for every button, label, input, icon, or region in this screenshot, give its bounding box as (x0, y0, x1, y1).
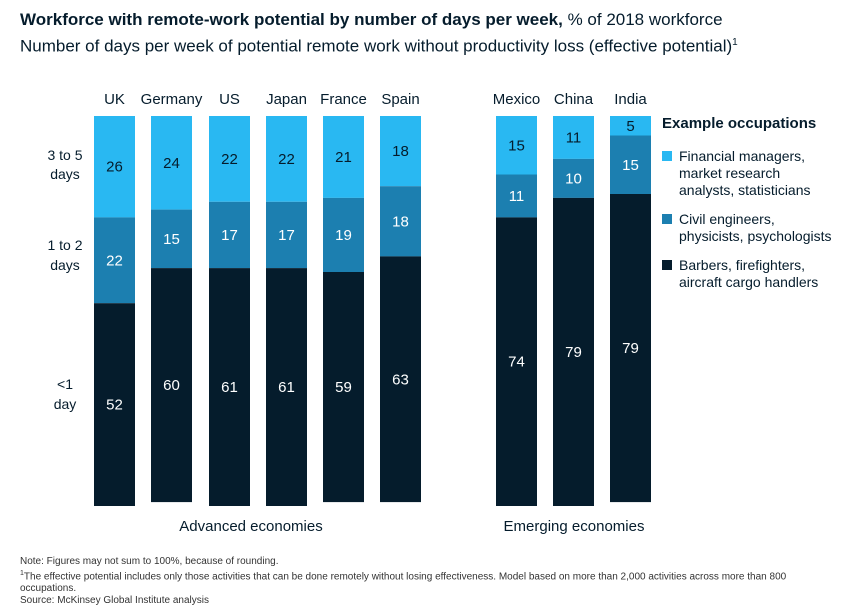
bar-us-1-day (209, 268, 250, 506)
data-label-france-1-day: 59 (335, 379, 352, 396)
note-rounding: Note: Figures may not sum to 100%, becau… (20, 556, 279, 567)
category-label-china: China (554, 91, 594, 108)
footnote-text: The effective potential includes only th… (20, 571, 787, 595)
group-label-emerging-economies: Emerging economies (504, 518, 645, 535)
data-label-mexico-3-to-5-days: 15 (508, 137, 525, 154)
legend-label: Barbers, firefighters, aircraft cargo ha… (679, 257, 819, 290)
legend-swatch (662, 214, 672, 224)
data-label-uk-1-day: 52 (106, 397, 123, 414)
bar-germany-3-to-5-days (151, 116, 192, 210)
data-label-us-3-to-5-days: 22 (221, 151, 238, 168)
chart-subtitle: Number of days per week of potential rem… (20, 32, 738, 57)
legend-label: Civil engineers, physicists, psychologis… (679, 211, 832, 244)
bar-spain-3-to-5-days (380, 116, 421, 187)
bar-spain-1-day (380, 256, 421, 503)
bar-us-3-to-5-days (209, 116, 250, 202)
source: Source: McKinsey Global Institute analys… (20, 595, 209, 607)
chart-subtitle-footnote-mark: 1 (732, 37, 738, 48)
bar-mexico-3-to-5-days (496, 116, 537, 175)
row-label-1-to-2-days-line-1: 1 to 2 (47, 237, 82, 253)
data-label-india-1-to-2-days: 15 (622, 157, 639, 174)
data-label-china-1-to-2-days: 10 (565, 170, 582, 187)
legend: Example occupations Financial managers, … (662, 114, 837, 303)
bar-china-1-day (553, 197, 594, 506)
category-label-us: US (219, 91, 240, 108)
footnote-mark: 1 (20, 570, 24, 577)
legend-item-3-to-5-days: Financial managers, market research anal… (662, 148, 837, 199)
bar-france-3-to-5-days (323, 116, 364, 198)
chart-title-rest: % of 2018 workforce (562, 10, 723, 29)
bar-japan-3-to-5-days (266, 116, 307, 202)
bar-uk-1-to-2-days (94, 217, 135, 304)
bar-germany-1-to-2-days (151, 209, 192, 269)
data-label-spain-1-to-2-days: 18 (392, 213, 409, 230)
legend-item-less-than-1-day: Barbers, firefighters, aircraft cargo ha… (662, 257, 837, 291)
bar-us-1-to-2-days (209, 201, 250, 269)
bar-mexico-1-day (496, 217, 537, 506)
bar-germany-1-day (151, 268, 192, 503)
legend-title: Example occupations (662, 115, 817, 132)
data-label-germany-3-to-5-days: 24 (163, 155, 180, 172)
data-label-us-1-to-2-days: 17 (221, 227, 238, 244)
category-label-germany: Germany (141, 91, 203, 108)
data-label-spain-3-to-5-days: 18 (392, 143, 409, 160)
data-label-germany-1-to-2-days: 15 (163, 231, 180, 248)
bar-uk-3-to-5-days (94, 116, 135, 218)
category-label-france: France (320, 91, 367, 108)
bar-uk-1-day (94, 303, 135, 506)
chart-title: Workforce with remote-work potential by … (20, 9, 723, 30)
bar-china-1-to-2-days (553, 158, 594, 198)
bar-india-3-to-5-days (610, 116, 651, 136)
row-label-3-to-5-days-line-2: days (50, 166, 80, 182)
legend-item-1-to-2-days: Civil engineers, physicists, psychologis… (662, 211, 837, 245)
category-label-mexico: Mexico (493, 91, 541, 108)
legend-swatch (662, 151, 672, 161)
legend-label: Financial managers, market research anal… (679, 148, 811, 198)
bar-france-1-day (323, 272, 364, 503)
bar-spain-1-to-2-days (380, 186, 421, 257)
data-label-uk-1-to-2-days: 22 (106, 252, 123, 269)
data-label-india-3-to-5-days: 5 (626, 118, 634, 135)
chart-notes: Note: Figures may not sum to 100%, becau… (20, 556, 830, 607)
data-label-india-1-day: 79 (622, 340, 639, 357)
data-label-mexico-1-to-2-days: 11 (509, 188, 525, 205)
bar-china-3-to-5-days (553, 116, 594, 159)
footnote-1: 1The effective potential includes only t… (20, 568, 830, 595)
row-label-3-to-5-days-line-1: 3 to 5 (47, 147, 82, 163)
data-label-france-3-to-5-days: 21 (335, 149, 352, 166)
category-label-japan: Japan (266, 91, 307, 108)
bar-mexico-1-to-2-days (496, 174, 537, 218)
bar-japan-1-to-2-days (266, 201, 307, 269)
bar-india-1-to-2-days (610, 135, 651, 194)
chart-subtitle-text: Number of days per week of potential rem… (20, 36, 733, 56)
data-label-france-1-to-2-days: 19 (335, 227, 352, 244)
row-label-1-day-line-2: day (54, 396, 77, 412)
category-label-uk: UK (104, 91, 125, 108)
bar-japan-1-day (266, 268, 307, 506)
data-label-china-3-to-5-days: 11 (566, 129, 582, 146)
data-label-germany-1-day: 60 (163, 377, 180, 394)
row-label-1-to-2-days-line-2: days (50, 257, 80, 273)
data-label-uk-3-to-5-days: 26 (106, 159, 123, 176)
data-label-japan-3-to-5-days: 22 (278, 151, 295, 168)
legend-swatch (662, 260, 672, 270)
row-label-1-day-line-1: <1 (57, 376, 73, 392)
chart-title-bold: Workforce with remote-work potential by … (20, 10, 563, 29)
bar-france-1-to-2-days (323, 197, 364, 272)
data-label-mexico-1-day: 74 (508, 354, 525, 371)
category-label-spain: Spain (381, 91, 419, 108)
category-label-india: India (614, 91, 647, 108)
data-label-japan-1-day: 61 (278, 379, 295, 396)
bar-india-1-day (610, 194, 651, 503)
data-label-japan-1-to-2-days: 17 (278, 227, 295, 244)
group-label-advanced-economies: Advanced economies (179, 518, 322, 535)
data-label-spain-1-day: 63 (392, 371, 409, 388)
data-label-us-1-day: 61 (221, 379, 238, 396)
stacked-bar-chart: UK 26 22 52 Germany 24 15 60 US 22 17 61 Japan 22 17 61… (47, 91, 651, 535)
data-label-china-1-day: 79 (565, 344, 582, 361)
